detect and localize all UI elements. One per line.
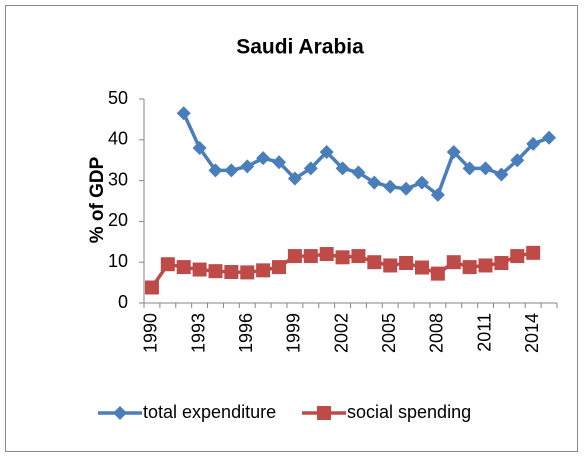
data-point (303, 249, 318, 264)
data-point (192, 140, 207, 155)
data-point (446, 255, 461, 270)
data-point (319, 247, 334, 262)
data-point (462, 260, 477, 275)
y-tick-label: 10 (108, 251, 128, 271)
x-tick-label: 1990 (141, 313, 161, 353)
data-point (399, 181, 414, 196)
data-point (335, 250, 350, 265)
x-tick-label: 1996 (236, 313, 256, 353)
data-point (256, 151, 271, 166)
data-point (176, 106, 191, 121)
data-point (272, 260, 287, 275)
data-point (240, 159, 255, 174)
data-point (240, 265, 255, 280)
x-tick-label: 2014 (522, 313, 542, 353)
data-point (478, 258, 493, 273)
y-tick-label: 30 (108, 169, 128, 189)
y-tick-label: 40 (108, 129, 128, 149)
data-point (224, 163, 239, 178)
y-tick-label: 50 (108, 88, 128, 108)
data-point (430, 187, 445, 202)
data-point (367, 175, 382, 190)
chart-border (5, 5, 578, 452)
data-point (383, 258, 398, 273)
x-tick-label: 1993 (188, 313, 208, 353)
data-point (287, 171, 302, 186)
data-point (144, 280, 159, 295)
data-point (224, 264, 239, 279)
data-point (208, 264, 223, 279)
data-point (383, 179, 398, 194)
data-point (287, 249, 302, 264)
data-point (478, 161, 493, 176)
y-tick-label: 0 (118, 292, 128, 312)
data-point (367, 255, 382, 270)
chart-title: Saudi Arabia (236, 36, 364, 59)
data-point (335, 161, 350, 176)
data-point (351, 249, 366, 264)
data-point (526, 245, 541, 260)
x-tick-label: 2002 (331, 313, 351, 353)
x-tick-label: 1999 (284, 313, 304, 353)
data-point (319, 145, 334, 160)
legend-marker (113, 406, 127, 420)
data-point (176, 260, 191, 275)
y-tick-label: 20 (108, 210, 128, 230)
data-point (303, 161, 318, 176)
data-point (414, 175, 429, 190)
data-point (256, 263, 271, 278)
legend-label: social spending (347, 402, 471, 422)
data-point (446, 145, 461, 160)
data-point (160, 257, 175, 272)
x-tick-label: 2011 (474, 313, 494, 352)
data-point (351, 165, 366, 180)
data-point (542, 130, 557, 145)
data-point (494, 167, 509, 182)
data-point (494, 256, 509, 271)
data-point (430, 266, 445, 281)
data-point (272, 155, 287, 170)
data-point (510, 153, 525, 168)
x-tick-label: 2008 (427, 313, 447, 353)
data-point (208, 163, 223, 178)
data-point (462, 161, 477, 176)
legend-marker (317, 406, 331, 420)
x-tick-label: 2005 (379, 313, 399, 353)
data-point (526, 136, 541, 151)
data-point (192, 262, 207, 277)
y-axis-label: % of GDP (87, 156, 108, 243)
data-point (414, 260, 429, 275)
data-point (510, 249, 525, 264)
data-point (399, 256, 414, 271)
legend-label: total expenditure (143, 402, 276, 422)
